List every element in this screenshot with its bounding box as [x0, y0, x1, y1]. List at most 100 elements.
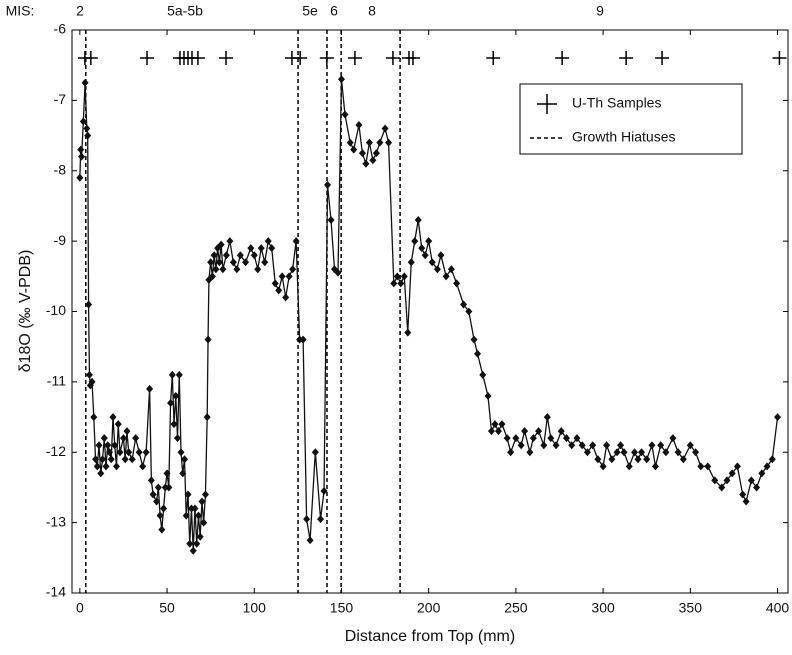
data-point	[289, 265, 297, 274]
data-point	[292, 237, 300, 246]
data-point	[106, 448, 114, 457]
y-tick-label: -9	[54, 232, 67, 248]
data-point	[147, 476, 155, 485]
x-tick-label: 400	[766, 600, 790, 616]
data-point	[397, 279, 405, 288]
data-point	[153, 497, 161, 506]
data-point	[723, 476, 731, 485]
data-point	[346, 138, 354, 147]
data-point	[470, 335, 478, 344]
data-point	[547, 434, 555, 443]
data-point	[278, 272, 286, 281]
data-point	[116, 448, 124, 457]
data-point	[442, 272, 450, 281]
data-point	[167, 398, 175, 407]
mis-label: 5e	[302, 3, 318, 19]
data-point	[747, 476, 755, 485]
x-tick-label: 50	[159, 600, 175, 616]
data-point	[165, 483, 173, 492]
data-point	[433, 265, 441, 274]
y-axis-label: δ18O (‰ V-PDB)	[17, 250, 34, 373]
data-point	[562, 434, 570, 443]
data-point	[390, 279, 398, 288]
data-point	[535, 427, 543, 436]
x-tick-label: 150	[330, 600, 354, 616]
data-point	[109, 413, 117, 422]
data-point	[711, 476, 719, 485]
data-point	[123, 427, 131, 436]
data-point	[491, 420, 499, 429]
data-point	[229, 258, 237, 267]
sample-marker	[772, 51, 787, 65]
data-point	[132, 434, 140, 443]
data-point	[142, 448, 150, 457]
data-point	[421, 251, 429, 260]
data-point	[365, 138, 373, 147]
data-point	[156, 511, 164, 520]
x-tick-label: 200	[417, 600, 441, 616]
data-point	[487, 427, 495, 436]
data-point	[121, 455, 129, 464]
data-point	[447, 265, 455, 274]
x-tick-label: 100	[243, 600, 267, 616]
data-point	[543, 413, 551, 422]
sample-marker	[293, 51, 308, 65]
data-point	[418, 244, 426, 253]
data-point	[484, 391, 492, 400]
data-point	[168, 370, 176, 379]
data-point	[264, 237, 272, 246]
data-point	[334, 268, 342, 277]
mis-label: 8	[368, 3, 376, 19]
data-point	[76, 173, 84, 182]
data-point	[175, 370, 183, 379]
data-point	[217, 240, 225, 249]
data-point	[242, 258, 250, 267]
data-point	[198, 497, 206, 506]
data-point	[97, 469, 105, 478]
data-point	[128, 455, 136, 464]
data-point	[608, 455, 616, 464]
data-point	[184, 490, 192, 499]
data-point	[594, 455, 602, 464]
data-point	[320, 486, 328, 495]
sample-marker	[555, 51, 570, 65]
data-point	[100, 434, 108, 443]
data-point	[179, 469, 187, 478]
data-point	[573, 434, 581, 443]
data-point	[186, 539, 194, 548]
data-point	[317, 515, 325, 524]
mis-label: 9	[596, 3, 604, 19]
data-point	[341, 110, 349, 119]
data-point	[299, 335, 307, 344]
data-point	[158, 525, 166, 534]
data-point	[529, 434, 537, 443]
data-point	[758, 469, 766, 478]
data-point	[226, 237, 234, 246]
data-point	[763, 462, 771, 471]
y-tick-label: -14	[46, 584, 66, 600]
data-point	[376, 138, 384, 147]
data-point	[99, 455, 107, 464]
data-point	[526, 448, 534, 457]
data-point	[674, 448, 682, 457]
y-tick-label: -6	[54, 21, 67, 37]
data-point	[453, 279, 461, 288]
data-point	[350, 145, 358, 154]
data-point	[768, 455, 776, 464]
data-point	[261, 258, 269, 267]
data-point	[662, 448, 670, 457]
data-point	[697, 462, 705, 471]
data-point	[257, 244, 265, 253]
data-point	[613, 448, 621, 457]
sample-marker	[219, 51, 234, 65]
x-tick-label: 350	[679, 600, 703, 616]
x-tick-label: 0	[76, 600, 84, 616]
sample-marker	[319, 51, 334, 65]
data-point	[733, 462, 741, 471]
data-point	[557, 427, 565, 436]
sample-marker	[83, 51, 98, 65]
data-point	[704, 462, 712, 471]
data-point	[479, 370, 487, 379]
data-point	[207, 258, 215, 267]
